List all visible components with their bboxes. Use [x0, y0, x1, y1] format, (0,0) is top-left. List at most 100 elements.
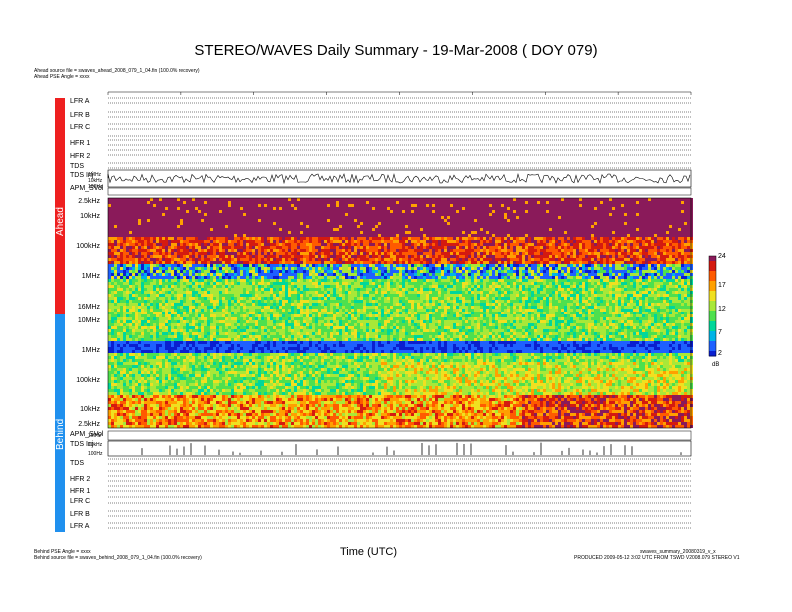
- spectrogram-cell: [333, 198, 336, 201]
- spectrogram-cell: [672, 237, 675, 240]
- spectrogram-cell: [669, 213, 672, 216]
- spectrogram-cell: [537, 219, 540, 222]
- spectrogram-cell: [618, 231, 621, 234]
- spectrogram-cell: [321, 246, 324, 249]
- spectrogram-cell: [378, 222, 381, 225]
- spectrogram-cell: [606, 267, 609, 270]
- spectrogram-cell: [339, 198, 342, 201]
- spectrogram-cell: [507, 213, 510, 216]
- spectrogram-cell: [177, 201, 180, 204]
- spectrogram-cell: [609, 198, 612, 201]
- spectrogram-cell: [576, 237, 579, 240]
- spectrogram-cell: [513, 222, 516, 225]
- spectrogram-cell: [351, 237, 354, 240]
- spectrogram-cell: [123, 219, 126, 222]
- spectrogram-cell: [300, 249, 303, 252]
- ahead-sidebar: [55, 98, 65, 314]
- spectrogram-cell: [606, 261, 609, 264]
- spectrogram-cell: [351, 219, 354, 222]
- spectrogram-cell: [585, 255, 588, 258]
- spectrogram-cell: [144, 264, 147, 267]
- spectrogram-cell: [180, 234, 183, 237]
- spectrogram-cell: [630, 225, 633, 228]
- spectrogram-cell: [426, 243, 429, 246]
- spectrogram-cell: [477, 213, 480, 216]
- spectrogram-cell: [549, 204, 552, 207]
- spectrogram-cell: [447, 213, 450, 216]
- spectrogram-cell: [111, 228, 114, 231]
- spectrogram-cell: [546, 228, 549, 231]
- spectrogram-cell: [393, 225, 396, 228]
- spectrogram-cell: [687, 249, 690, 252]
- spectrogram-cell: [156, 201, 159, 204]
- spectrogram-cell: [417, 264, 420, 267]
- spectrogram-cell: [363, 267, 366, 270]
- spectrogram-cell: [666, 204, 669, 207]
- spectrogram-cell: [312, 234, 315, 237]
- spectrogram-cell: [591, 225, 594, 228]
- spectrogram-cell: [585, 234, 588, 237]
- spectrogram-cell: [441, 234, 444, 237]
- spectrogram-cell: [522, 234, 525, 237]
- spectrogram-cell: [309, 261, 312, 264]
- spectrogram-cell: [216, 213, 219, 216]
- spectrogram-cell: [582, 225, 585, 228]
- spectrogram-cell: [228, 270, 231, 273]
- spectrogram-cell: [570, 243, 573, 246]
- spectrogram-cell: [540, 207, 543, 210]
- spectrogram-cell: [516, 216, 519, 219]
- spectrogram-cell: [276, 198, 279, 201]
- spectrogram-cell: [591, 246, 594, 249]
- spectrogram-cell: [141, 219, 144, 222]
- spectrogram-cell: [561, 225, 564, 228]
- spectrogram-cell: [399, 213, 402, 216]
- spectrogram-cell: [429, 222, 432, 225]
- spectrogram-cell: [534, 252, 537, 255]
- spectrogram-cell: [165, 231, 168, 234]
- spectrogram-cell: [144, 255, 147, 258]
- spectrogram-cell: [153, 222, 156, 225]
- spectrogram-cell: [402, 222, 405, 225]
- spectrogram-cell: [678, 225, 681, 228]
- spectrogram-cell: [297, 270, 300, 273]
- spectrogram-cell: [126, 267, 129, 270]
- spectrogram-cell: [327, 267, 330, 270]
- spectrogram-cell: [291, 246, 294, 249]
- spectrogram-cell: [501, 246, 504, 249]
- spectrogram-cell: [453, 216, 456, 219]
- spectrogram-cell: [435, 249, 438, 252]
- spectrogram-cell: [378, 207, 381, 210]
- spectrogram-cell: [462, 231, 465, 234]
- spectrogram-cell: [423, 231, 426, 234]
- spectrogram-cell: [639, 255, 642, 258]
- spectrogram-cell: [663, 243, 666, 246]
- spectrogram-cell: [471, 249, 474, 252]
- spectrogram-cell: [573, 228, 576, 231]
- spectrogram-cell: [267, 240, 270, 243]
- spectrogram-cell: [549, 231, 552, 234]
- spectrogram-cell: [636, 201, 639, 204]
- spectrogram-cell: [642, 204, 645, 207]
- spectrogram-cell: [381, 231, 384, 234]
- spectrogram-cell: [369, 213, 372, 216]
- spectrogram-cell: [396, 198, 399, 201]
- spectrogram-cell: [252, 270, 255, 273]
- spectrogram-cell: [447, 255, 450, 258]
- spectrogram-cell: [141, 207, 144, 210]
- spectrogram-cell: [318, 264, 321, 267]
- spectrogram-cell: [246, 213, 249, 216]
- spectrogram-cell: [369, 225, 372, 228]
- spectrogram-cell: [198, 249, 201, 252]
- spectrogram-cell: [609, 243, 612, 246]
- spectrogram-cell: [411, 210, 414, 213]
- spectrogram-cell: [579, 201, 582, 204]
- spectrogram-cell: [378, 240, 381, 243]
- spectrogram-cell: [333, 210, 336, 213]
- spectrogram-cell: [138, 255, 141, 258]
- spectrogram-cell: [303, 210, 306, 213]
- spectrogram-cell: [312, 258, 315, 261]
- spectrogram-cell: [108, 255, 111, 258]
- spectrogram-cell: [267, 249, 270, 252]
- spectrogram-cell: [669, 255, 672, 258]
- spectrogram-cell: [651, 261, 654, 264]
